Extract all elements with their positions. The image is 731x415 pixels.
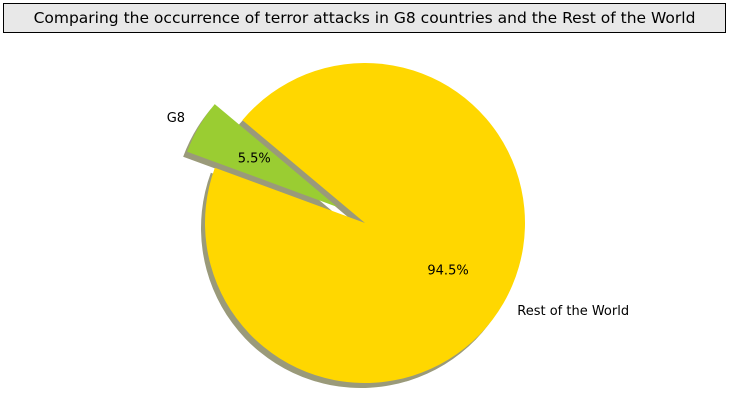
slice-label-g8: G8: [167, 111, 185, 126]
pct-label-g8: 5.5%: [238, 151, 271, 166]
pct-label-rest-of-the-world: 94.5%: [427, 264, 468, 279]
pie-slices: [187, 63, 525, 383]
slice-g8: [187, 104, 338, 207]
slice-label-rest-of-the-world: Rest of the World: [517, 304, 629, 319]
pie-labels: G8 5.5% Rest of the World 94.5%: [167, 111, 629, 319]
chart-title: Comparing the occurrence of terror attac…: [3, 3, 726, 33]
slice-rest-of-the-world: [204, 63, 525, 383]
